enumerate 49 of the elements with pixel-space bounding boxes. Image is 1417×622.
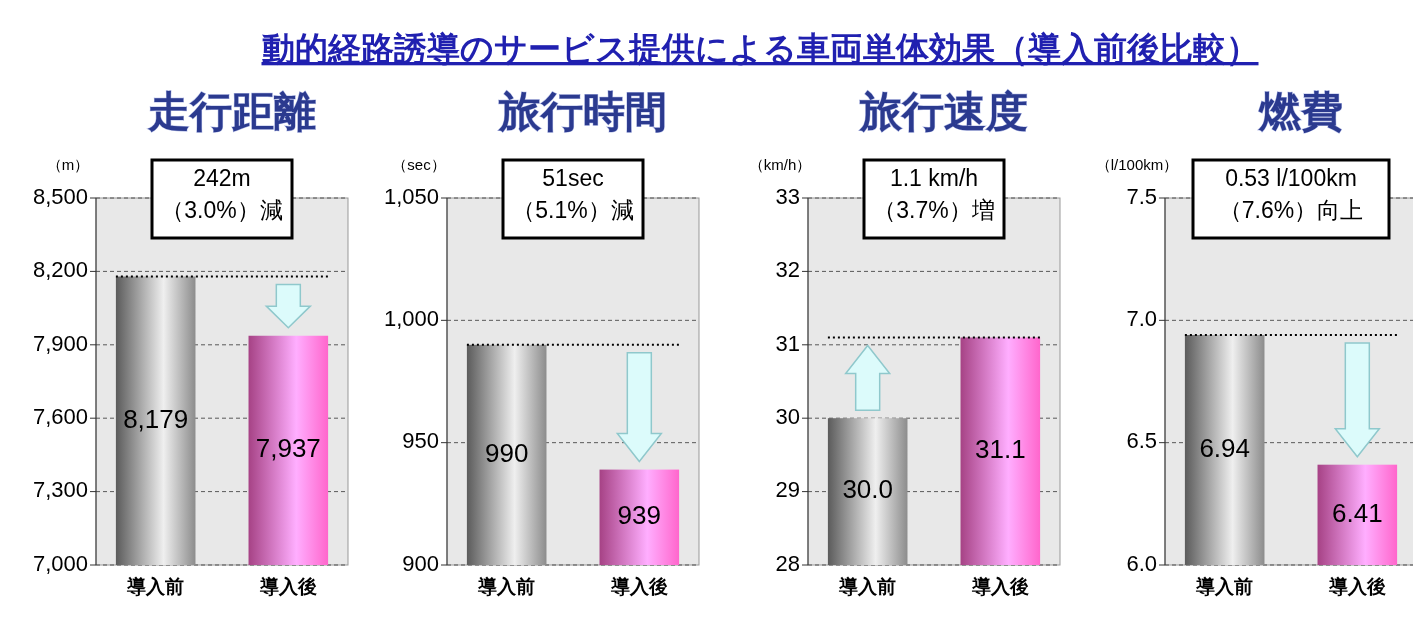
data-label: 30.0 bbox=[842, 474, 893, 505]
x-tick-label: 導入後 bbox=[258, 576, 317, 597]
y-tick-label: 1,050 bbox=[383, 183, 439, 209]
chart-title: 走行距離 bbox=[147, 88, 316, 135]
y-tick-label: 32 bbox=[775, 257, 800, 283]
y-tick-label: 28 bbox=[775, 550, 800, 576]
data-label: 939 bbox=[617, 500, 662, 531]
y-tick-label: 6.0 bbox=[1126, 550, 1157, 576]
data-label: 7,937 bbox=[255, 433, 321, 464]
y-tick-label: 8,200 bbox=[32, 257, 88, 283]
x-tick-label: 導入後 bbox=[1327, 576, 1386, 597]
y-tick-label: 30 bbox=[775, 404, 800, 430]
y-tick-label: 33 bbox=[775, 183, 800, 209]
y-tick-label: 7,600 bbox=[32, 404, 88, 430]
y-tick-label: 1,000 bbox=[383, 306, 439, 332]
y-tick-label: 950 bbox=[402, 428, 439, 454]
y-axis-title: （km/h） bbox=[748, 156, 812, 173]
data-label: 8,179 bbox=[123, 403, 189, 434]
annotation: 0.53 l/100km （7.6%）向上 bbox=[1218, 165, 1364, 223]
y-axis-title: （sec） bbox=[392, 156, 446, 173]
y-tick-label: 7,000 bbox=[32, 550, 88, 576]
annotation: 1.1 km/h （3.7%）増 bbox=[873, 165, 995, 223]
y-tick-label: 7.5 bbox=[1126, 183, 1157, 209]
x-tick-label: 導入後 bbox=[609, 576, 668, 597]
annotation: 242m （3.0%）減 bbox=[161, 165, 283, 223]
y-tick-label: 7,300 bbox=[32, 477, 88, 503]
x-tick-label: 導入前 bbox=[126, 576, 185, 597]
y-tick-label: 900 bbox=[402, 550, 439, 576]
data-label: 31.1 bbox=[975, 434, 1026, 465]
x-tick-label: 導入前 bbox=[1195, 576, 1254, 597]
y-axis-title: （m） bbox=[46, 156, 90, 173]
annotation: 51sec （5.1%）減 bbox=[512, 165, 634, 223]
y-tick-label: 31 bbox=[775, 330, 800, 356]
text: 動的経路誘導のサービス提供による車両単体効果（導入前後比較） bbox=[261, 30, 1259, 67]
y-tick-label: 6.5 bbox=[1126, 428, 1157, 454]
data-label: 6.94 bbox=[1199, 432, 1250, 463]
data-label: 6.41 bbox=[1332, 497, 1383, 528]
y-axis-title: （l/100km） bbox=[1095, 156, 1179, 173]
y-tick-label: 29 bbox=[775, 477, 800, 503]
x-tick-label: 導入前 bbox=[838, 576, 897, 597]
data-label: 990 bbox=[484, 437, 529, 468]
x-tick-label: 導入後 bbox=[970, 576, 1029, 597]
chart-title: 燃費 bbox=[1258, 88, 1343, 135]
chart-title: 旅行速度 bbox=[859, 88, 1028, 135]
y-tick-label: 7,900 bbox=[32, 330, 88, 356]
y-tick-label: 7.0 bbox=[1126, 306, 1157, 332]
chart-title: 旅行時間 bbox=[498, 88, 667, 135]
y-tick-label: 8,500 bbox=[32, 183, 88, 209]
x-tick-label: 導入前 bbox=[477, 576, 536, 597]
